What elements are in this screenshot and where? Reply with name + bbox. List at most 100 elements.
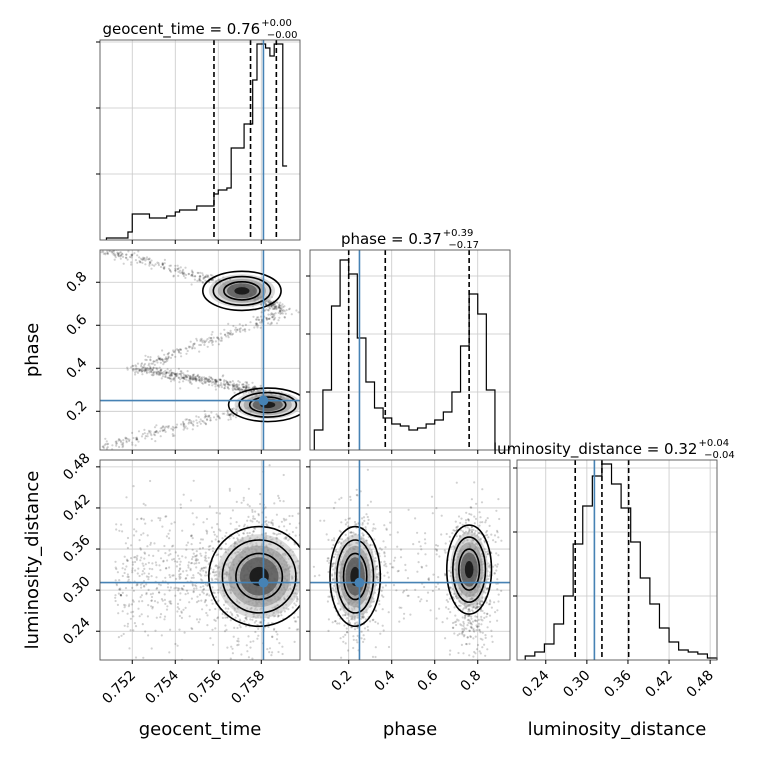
sample-point xyxy=(225,379,228,382)
sample-point xyxy=(236,388,239,391)
sample-point xyxy=(121,446,124,449)
sample-point xyxy=(332,595,336,598)
sample-point xyxy=(472,528,475,532)
sample-point xyxy=(130,557,133,560)
sample-point xyxy=(111,250,114,253)
sample-point xyxy=(131,569,134,572)
sample-point xyxy=(182,608,185,611)
sample-point xyxy=(291,668,293,670)
sample-point xyxy=(350,626,353,629)
sample-point xyxy=(291,530,294,534)
sample-point xyxy=(171,353,174,356)
sample-point xyxy=(121,253,124,256)
sample-point xyxy=(190,668,192,670)
sample-point xyxy=(257,316,260,319)
sample-point xyxy=(184,375,187,378)
sample-point xyxy=(490,606,493,609)
sample-point xyxy=(296,597,299,600)
sample-point xyxy=(159,557,163,560)
sample-point xyxy=(202,566,205,570)
sample-point xyxy=(169,269,172,272)
sample-point xyxy=(281,652,284,656)
sample-point xyxy=(209,419,212,422)
sample-point xyxy=(190,534,193,537)
sample-point xyxy=(141,258,144,261)
sample-point xyxy=(117,592,120,595)
sample-point xyxy=(219,378,222,381)
sample-point xyxy=(347,517,350,520)
sample-point xyxy=(468,529,471,532)
sample-point xyxy=(120,254,123,257)
sample-point xyxy=(132,436,135,440)
sample-point xyxy=(202,277,205,280)
sample-point xyxy=(229,329,232,332)
sample-point xyxy=(191,537,194,540)
sample-point xyxy=(374,557,377,560)
sample-point xyxy=(135,365,138,368)
sample-point xyxy=(185,273,188,277)
sample-point xyxy=(452,545,455,548)
sample-point xyxy=(172,349,175,352)
sample-point xyxy=(190,283,193,286)
contour-line xyxy=(212,275,272,306)
sample-point xyxy=(140,594,143,597)
sample-point xyxy=(200,379,203,382)
sample-point xyxy=(204,340,207,343)
sample-point xyxy=(406,577,410,580)
sample-point xyxy=(461,633,464,636)
sample-point xyxy=(145,372,148,375)
sample-point xyxy=(136,554,139,558)
sample-point xyxy=(404,563,407,567)
sample-point xyxy=(361,521,364,525)
sample-point xyxy=(200,574,203,577)
sample-point xyxy=(181,529,184,532)
sample-point xyxy=(169,269,172,272)
sample-point xyxy=(161,375,164,378)
sample-point xyxy=(133,528,136,531)
sample-point xyxy=(213,574,216,577)
sample-point xyxy=(188,377,191,380)
sample-point xyxy=(228,487,231,490)
sample-point xyxy=(220,384,223,387)
sample-point xyxy=(259,321,262,324)
histogram-phase xyxy=(313,259,496,450)
sample-point xyxy=(237,383,240,386)
sample-point xyxy=(264,520,267,524)
sample-point xyxy=(256,637,259,640)
sample-point xyxy=(120,441,123,444)
sample-point xyxy=(265,316,268,320)
sample-point xyxy=(495,565,499,568)
sample-point xyxy=(206,345,209,348)
sample-point xyxy=(157,355,160,358)
sample-point xyxy=(208,594,211,597)
sample-point xyxy=(162,266,165,269)
sample-point xyxy=(149,356,152,359)
sample-point xyxy=(210,540,213,543)
contour-line xyxy=(201,270,282,312)
sample-point xyxy=(171,378,174,381)
sample-point xyxy=(156,586,159,590)
sample-point xyxy=(151,263,154,266)
sample-point xyxy=(465,511,468,514)
sample-point xyxy=(208,608,211,612)
sample-point xyxy=(267,322,270,325)
sample-point xyxy=(179,592,182,595)
sample-point xyxy=(221,412,224,415)
sample-point xyxy=(216,616,220,619)
sample-point xyxy=(210,577,213,580)
sample-point xyxy=(182,588,185,591)
sample-point xyxy=(182,380,185,383)
sample-point xyxy=(132,369,135,372)
sample-point xyxy=(170,602,173,605)
sample-point xyxy=(235,384,238,387)
sample-point xyxy=(270,316,274,319)
sample-point xyxy=(259,502,262,506)
sample-point xyxy=(164,357,168,360)
sample-point xyxy=(136,371,140,374)
sample-point xyxy=(166,586,170,589)
sample-point xyxy=(272,318,275,321)
contour-line xyxy=(208,525,300,628)
sample-point xyxy=(242,383,245,386)
sample-point xyxy=(134,656,138,659)
sample-point xyxy=(378,599,381,603)
